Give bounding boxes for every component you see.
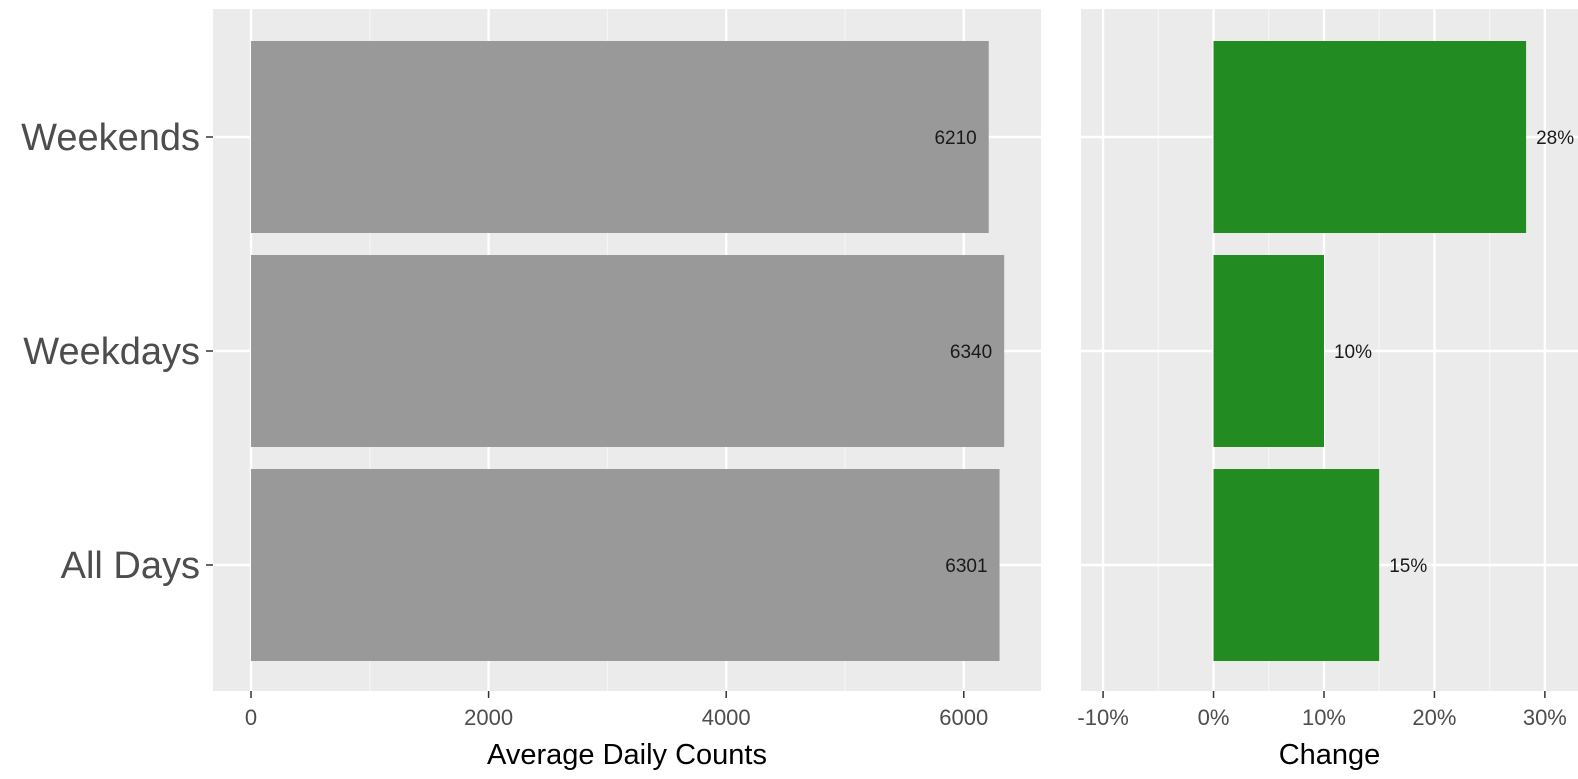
x-tick-label: 2000 xyxy=(464,705,513,730)
x-tick-label: 0 xyxy=(245,705,257,730)
bar-all-days xyxy=(1213,469,1380,661)
data-label-all-days: 6301 xyxy=(945,556,987,577)
bar-weekends xyxy=(1213,41,1527,233)
bar-all-days xyxy=(251,469,1000,661)
bar-weekdays xyxy=(251,255,1005,447)
x-axis-title-1: Average Daily Counts xyxy=(487,739,767,771)
x-tick-label: -10% xyxy=(1077,705,1128,730)
data-label-weekends: 28% xyxy=(1536,128,1574,149)
x-tick-label: 10% xyxy=(1302,705,1346,730)
x-axis-title-2: Change xyxy=(1279,739,1381,771)
bar-weekdays xyxy=(1213,255,1324,447)
x-tick-label: 6000 xyxy=(939,705,988,730)
x-tick-label: 0% xyxy=(1198,705,1230,730)
data-label-weekdays: 10% xyxy=(1334,342,1372,363)
y-category-label: All Days xyxy=(61,545,200,587)
y-category-label: Weekdays xyxy=(23,331,200,373)
data-label-weekdays: 6340 xyxy=(950,342,992,363)
y-category-label: Weekends xyxy=(21,117,200,159)
x-tick-label: 30% xyxy=(1523,705,1567,730)
data-label-weekends: 6210 xyxy=(934,128,976,149)
bar-weekends xyxy=(251,41,989,233)
x-tick-label: 4000 xyxy=(702,705,751,730)
x-tick-label: 20% xyxy=(1412,705,1456,730)
data-label-all-days: 15% xyxy=(1389,556,1427,577)
